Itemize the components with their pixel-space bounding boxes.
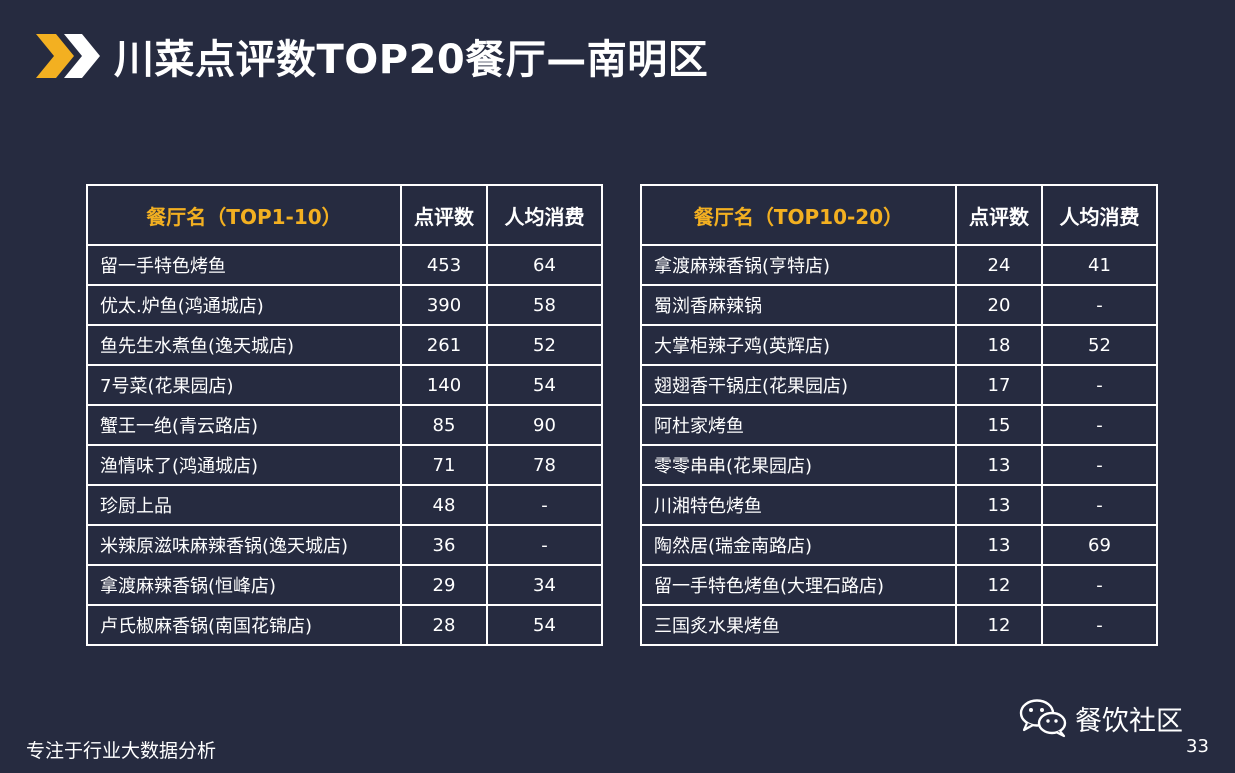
column-header-restaurant: 餐厅名（TOP1-10） <box>86 184 402 246</box>
restaurant-name-cell: 留一手特色烤鱼 <box>86 244 402 286</box>
avg-spend-cell: - <box>486 484 603 526</box>
table-row: 陶然居(瑞金南路店) 13 69 <box>640 524 1158 566</box>
table-row: 鱼先生水煮鱼(逸天城店) 261 52 <box>86 324 603 366</box>
restaurant-name-cell: 川湘特色烤鱼 <box>640 484 957 526</box>
table-row: 拿渡麻辣香锅(亨特店) 24 41 <box>640 244 1158 286</box>
restaurant-name-cell: 蜀浏香麻辣锅 <box>640 284 957 326</box>
table-row: 川湘特色烤鱼 13- <box>640 484 1158 526</box>
table-row: 拿渡麻辣香锅(恒峰店) 29 34 <box>86 564 603 606</box>
review-count-cell: 17 <box>955 364 1043 406</box>
review-count-cell: 12 <box>955 604 1043 646</box>
table-row: 7号菜(花果园店) 140 54 <box>86 364 603 406</box>
review-count-cell: 28 <box>400 604 488 646</box>
table-row: 大掌柜辣子鸡(英辉店) 18 52 <box>640 324 1158 366</box>
column-header-avg-spend: 人均消费 <box>486 184 603 246</box>
avg-spend-cell: - <box>1041 564 1158 606</box>
avg-spend-cell: - <box>1041 604 1158 646</box>
brand-name: 餐饮社区 <box>1075 705 1183 737</box>
review-count-cell: 390 <box>400 284 488 326</box>
wechat-icon <box>1019 699 1067 738</box>
restaurant-name-cell: 珍厨上品 <box>86 484 402 526</box>
restaurant-name-cell: 拿渡麻辣香锅(亨特店) <box>640 244 957 286</box>
review-count-cell: 12 <box>955 564 1043 606</box>
column-header-avg-spend: 人均消费 <box>1041 184 1158 246</box>
avg-spend-cell: - <box>1041 364 1158 406</box>
avg-spend-cell: 34 <box>486 564 603 606</box>
review-count-cell: 85 <box>400 404 488 446</box>
restaurant-name-cell: 优太.炉鱼(鸿通城店) <box>86 284 402 326</box>
avg-spend-cell: - <box>1041 484 1158 526</box>
avg-spend-cell: 58 <box>486 284 603 326</box>
review-count-cell: 48 <box>400 484 488 526</box>
avg-spend-cell: 69 <box>1041 524 1158 566</box>
restaurant-name-cell: 翅翅香干锅庄(花果园店) <box>640 364 957 406</box>
avg-spend-cell: 90 <box>486 404 603 446</box>
review-count-cell: 261 <box>400 324 488 366</box>
review-count-cell: 36 <box>400 524 488 566</box>
avg-spend-cell: - <box>1041 444 1158 486</box>
restaurant-name-cell: 鱼先生水煮鱼(逸天城店) <box>86 324 402 366</box>
table-row: 蟹王一绝(青云路店) 85 90 <box>86 404 603 446</box>
review-count-cell: 13 <box>955 444 1043 486</box>
avg-spend-cell: 54 <box>486 604 603 646</box>
review-count-cell: 15 <box>955 404 1043 446</box>
review-count-cell: 18 <box>955 324 1043 366</box>
page-number: 33 <box>1186 736 1209 757</box>
avg-spend-cell: 78 <box>486 444 603 486</box>
table-header-row: 餐厅名（TOP1-10） 点评数 人均消费 <box>86 184 603 246</box>
review-count-cell: 24 <box>955 244 1043 286</box>
avg-spend-cell: 52 <box>486 324 603 366</box>
table-row: 优太.炉鱼(鸿通城店) 390 58 <box>86 284 603 326</box>
avg-spend-cell: 64 <box>486 244 603 286</box>
column-header-review-count: 点评数 <box>955 184 1043 246</box>
restaurant-name-cell: 7号菜(花果园店) <box>86 364 402 406</box>
table-header-row: 餐厅名（TOP10-20） 点评数 人均消费 <box>640 184 1158 246</box>
avg-spend-cell: 54 <box>486 364 603 406</box>
page-title: 川菜点评数TOP20餐厅—南明区 <box>114 37 709 83</box>
review-count-cell: 13 <box>955 524 1043 566</box>
table-row: 米辣原滋味麻辣香锅(逸天城店) 36- <box>86 524 603 566</box>
brand-logo: 餐饮社区 <box>1019 698 1183 738</box>
ranking-table-top1-10: 餐厅名（TOP1-10） 点评数 人均消费 留一手特色烤鱼 453 64 优太.炉鱼(… <box>86 184 603 646</box>
restaurant-name-cell: 蟹王一绝(青云路店) <box>86 404 402 446</box>
restaurant-name-cell: 零零串串(花果园店) <box>640 444 957 486</box>
avg-spend-cell: 41 <box>1041 244 1158 286</box>
restaurant-name-cell: 阿杜家烤鱼 <box>640 404 957 446</box>
restaurant-name-cell: 陶然居(瑞金南路店) <box>640 524 957 566</box>
table-row: 阿杜家烤鱼 15- <box>640 404 1158 446</box>
review-count-cell: 453 <box>400 244 488 286</box>
title-bar: 川菜点评数TOP20餐厅—南明区 <box>32 28 708 84</box>
table-row: 零零串串(花果园店) 13- <box>640 444 1158 486</box>
avg-spend-cell: 52 <box>1041 324 1158 366</box>
table-row: 留一手特色烤鱼(大理石路店) 12- <box>640 564 1158 606</box>
table-row: 渔情味了(鸿通城店) 71 78 <box>86 444 603 486</box>
restaurant-name-cell: 卢氏椒麻香锅(南国花锦店) <box>86 604 402 646</box>
column-header-review-count: 点评数 <box>400 184 488 246</box>
restaurant-name-cell: 留一手特色烤鱼(大理石路店) <box>640 564 957 606</box>
review-count-cell: 71 <box>400 444 488 486</box>
table-row: 珍厨上品 48- <box>86 484 603 526</box>
column-header-restaurant: 餐厅名（TOP10-20） <box>640 184 957 246</box>
avg-spend-cell: - <box>1041 284 1158 326</box>
footer-slogan: 专注于行业大数据分析 <box>26 740 217 762</box>
review-count-cell: 20 <box>955 284 1043 326</box>
table-row: 三国炙水果烤鱼 12- <box>640 604 1158 646</box>
table-row: 留一手特色烤鱼 453 64 <box>86 244 603 286</box>
avg-spend-cell: - <box>486 524 603 566</box>
table-row: 翅翅香干锅庄(花果园店) 17- <box>640 364 1158 406</box>
review-count-cell: 140 <box>400 364 488 406</box>
review-count-cell: 29 <box>400 564 488 606</box>
restaurant-name-cell: 渔情味了(鸿通城店) <box>86 444 402 486</box>
double-chevron-right-icon <box>36 34 100 78</box>
table-row: 蜀浏香麻辣锅 20- <box>640 284 1158 326</box>
table-row: 卢氏椒麻香锅(南国花锦店) 28 54 <box>86 604 603 646</box>
restaurant-name-cell: 拿渡麻辣香锅(恒峰店) <box>86 564 402 606</box>
avg-spend-cell: - <box>1041 404 1158 446</box>
ranking-table-top10-20: 餐厅名（TOP10-20） 点评数 人均消费 拿渡麻辣香锅(亨特店) 24 41 蜀浏… <box>640 184 1158 646</box>
restaurant-name-cell: 三国炙水果烤鱼 <box>640 604 957 646</box>
restaurant-name-cell: 大掌柜辣子鸡(英辉店) <box>640 324 957 366</box>
review-count-cell: 13 <box>955 484 1043 526</box>
restaurant-name-cell: 米辣原滋味麻辣香锅(逸天城店) <box>86 524 402 566</box>
